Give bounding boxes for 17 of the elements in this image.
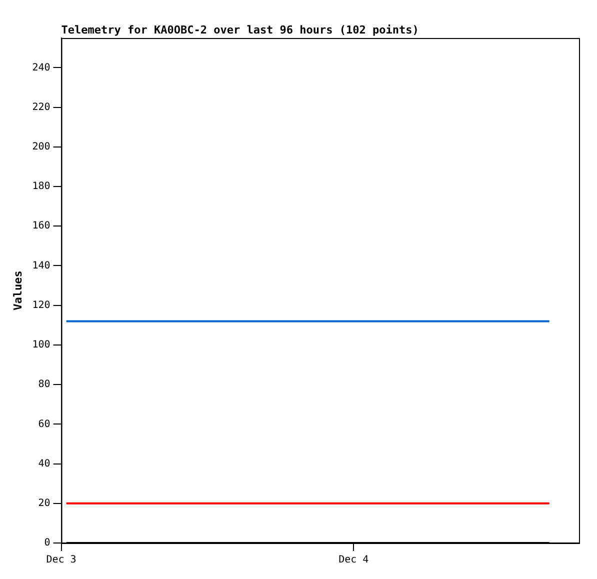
y-tick-label: 240 bbox=[32, 62, 50, 74]
y-tick-label: 80 bbox=[38, 379, 50, 390]
chart-title: Telemetry for KA0OBC-2 over last 96 hours (102 points) bbox=[61, 23, 419, 36]
y-tick-label: 20 bbox=[38, 498, 50, 509]
x-tick-label: Dec 3 bbox=[46, 554, 76, 566]
y-tick-label: 40 bbox=[38, 458, 50, 470]
y-axis-title: Values bbox=[11, 270, 24, 310]
y-tick-label: 160 bbox=[32, 220, 50, 232]
y-tick-label: 180 bbox=[32, 181, 50, 192]
y-tick-label: 60 bbox=[38, 418, 50, 430]
y-tick-label: 200 bbox=[32, 142, 50, 153]
y-tick-label: 0 bbox=[44, 538, 50, 549]
x-tick-label: Dec 4 bbox=[338, 554, 369, 566]
y-tick-label: 100 bbox=[32, 340, 50, 351]
y-tick-label: 140 bbox=[32, 260, 50, 272]
y-tick-label: 220 bbox=[32, 102, 50, 113]
y-tick-label: 120 bbox=[32, 300, 50, 311]
